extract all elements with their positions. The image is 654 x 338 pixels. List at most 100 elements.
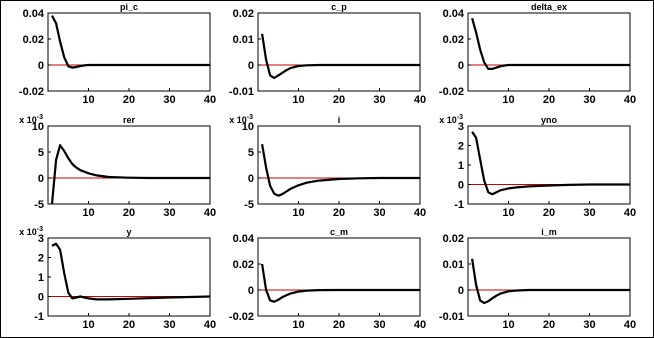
plot-area [257,125,421,205]
panel-c-p: 10 20 30 40 -0.01 0 0.01 0.02 c_p [229,2,426,106]
y-tick-label: 0 [248,173,254,185]
y-tick-label: 0.01 [233,34,254,46]
y-tick-label: 0 [458,180,464,192]
y-tick-label: 0.04 [233,233,255,245]
y-tick-label: -0.02 [19,86,44,98]
panel-y: 10 20 30 40 -1 0 1 2 3x 10-3 y [19,226,216,331]
y-tick-label: 0.01 [443,259,464,271]
response-line [261,263,420,303]
panel-delta-ex: 10 20 30 40 -0.02 0 0.02 0.04 delta_ex [439,2,636,106]
x-tick-label: 10 [292,94,304,106]
plot-area [257,12,421,92]
y-tick-label: -5 [34,199,44,211]
panel-yno: 10 20 30 40 -1 0 1 2 3x 10-3 yno [439,114,636,219]
x-tick-label: 20 [543,319,555,331]
y-tick-label: 5 [248,147,254,159]
y-tick-label: 2 [458,141,464,153]
panel-c-m: 10 20 30 40 -0.02 0 0.02 0.04 c_m [229,227,426,331]
x-tick-label: 10 [292,207,304,219]
x-tick-label: 30 [373,319,385,331]
plot-area [47,237,211,317]
y-tick-label: 0.02 [233,8,254,20]
x-tick-label: 10 [502,207,514,219]
exponent-label: x 10-3 [439,114,463,125]
y-tick-label: 3 [38,233,44,245]
x-tick-label: 20 [123,319,135,331]
y-tick-label: -5 [244,199,254,211]
y-tick-label: 5 [38,147,44,159]
x-tick-label: 30 [583,319,595,331]
y-tick-label: 10 [32,121,44,133]
response-line [50,144,210,205]
y-tick-label: -0.01 [439,311,464,323]
x-tick-label: 30 [373,207,385,219]
x-tick-label: 40 [414,94,426,106]
x-tick-label: 20 [543,94,555,106]
y-tick-label: -0.01 [229,86,254,98]
panel-title: i [338,115,341,125]
panel-title: c_p [331,2,347,12]
x-tick-label: 10 [502,94,514,106]
plot-area [257,237,421,317]
y-tick-label: -0.02 [229,311,254,323]
y-tick-label: 0.02 [443,34,464,46]
y-tick-label: 0 [248,285,254,297]
x-tick-label: 30 [163,319,175,331]
panel-title: c_m [330,227,348,237]
y-tick-label: 0 [458,60,464,72]
response-line [261,144,420,197]
y-tick-label: -1 [34,311,44,323]
plot-area [467,12,631,92]
x-tick-label: 10 [82,319,94,331]
x-tick-label: 20 [333,94,345,106]
response-line [51,15,210,69]
y-tick-label: -1 [454,199,464,211]
x-tick-label: 30 [373,94,385,106]
x-tick-label: 40 [624,319,636,331]
x-tick-label: 40 [204,319,216,331]
x-tick-label: 40 [204,207,216,219]
y-tick-label: 0.04 [23,8,45,20]
x-tick-label: 10 [82,94,94,106]
x-tick-label: 10 [292,319,304,331]
x-tick-label: 10 [502,319,514,331]
x-tick-label: 10 [82,207,94,219]
y-tick-label: 0 [248,60,254,72]
y-tick-label: 0.04 [443,8,465,20]
y-tick-label: 10 [242,121,254,133]
x-tick-label: 40 [624,94,636,106]
x-tick-label: 20 [333,207,345,219]
y-tick-label: 0.02 [443,233,464,245]
x-tick-label: 20 [123,207,135,219]
panel-title: delta_ex [531,2,567,12]
y-tick-label: 1 [38,272,44,284]
exponent-label: x 10-3 [229,114,253,125]
exponent-label: x 10-3 [19,114,43,125]
response-line [471,17,630,71]
y-tick-label: 0 [38,173,44,185]
x-tick-label: 40 [414,207,426,219]
x-tick-label: 20 [333,319,345,331]
panel-i-m: 10 20 30 40 -0.01 0 0.01 0.02 i_m [439,227,636,331]
y-tick-label: 1 [458,160,464,172]
x-tick-label: 30 [583,94,595,106]
x-tick-label: 20 [543,207,555,219]
x-tick-label: 40 [624,207,636,219]
exponent-label: x 10-3 [19,226,43,237]
panel-title: i_m [541,227,557,237]
panel-title: yno [541,115,558,125]
y-tick-label: 0.02 [23,34,44,46]
x-tick-label: 30 [583,207,595,219]
x-tick-label: 40 [204,94,216,106]
plot-area [47,12,211,92]
y-tick-label: 0 [458,285,464,297]
y-tick-label: 0.02 [233,259,254,271]
response-line [261,33,420,80]
plot-area [467,237,631,317]
panel-title: pi_c [120,2,138,12]
y-tick-label: 0 [38,292,44,304]
y-tick-label: 3 [458,121,464,133]
